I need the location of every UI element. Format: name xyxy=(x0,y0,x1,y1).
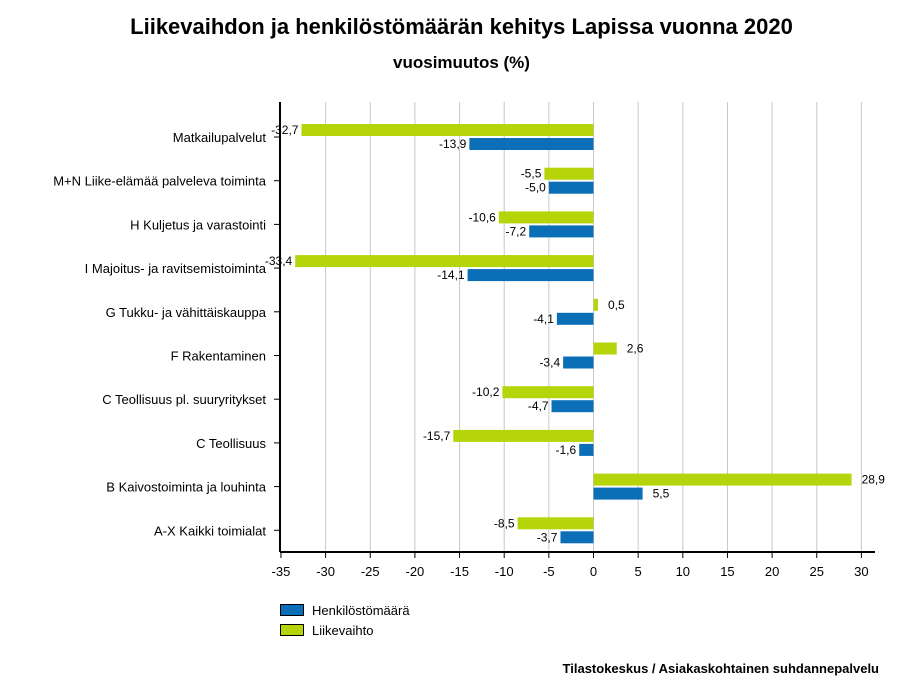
category-label: H Kuljetus ja varastointi xyxy=(130,217,266,232)
category-label: B Kaivostoiminta ja louhinta xyxy=(106,480,266,495)
data-label: -33,4 xyxy=(265,254,293,268)
x-tick-label: -35 xyxy=(272,564,291,579)
data-label: -5,0 xyxy=(525,181,546,195)
x-tick-label: 10 xyxy=(676,564,690,579)
bar-liikevaihto xyxy=(544,167,594,180)
bar-liikevaihto xyxy=(593,298,598,311)
x-tick-label: -10 xyxy=(495,564,514,579)
category-label: A-X Kaikki toimialat xyxy=(154,523,266,538)
x-tick-label: 15 xyxy=(720,564,734,579)
category-label: I Majoitus- ja ravitsemistoiminta xyxy=(85,261,267,276)
bar-henkilosto xyxy=(563,356,594,369)
bar-liikevaihto xyxy=(502,386,594,399)
data-label: -7,2 xyxy=(506,224,527,238)
bar-liikevaihto xyxy=(453,429,594,442)
x-tick-label: 30 xyxy=(854,564,868,579)
category-label: C Teollisuus pl. suuryritykset xyxy=(102,392,266,407)
x-tick-label: -20 xyxy=(406,564,425,579)
x-tick-label: 5 xyxy=(635,564,642,579)
legend-swatch-henkilosto xyxy=(280,604,304,616)
category-label: Matkailupalvelut xyxy=(173,130,267,145)
source-note: Tilastokeskus / Asiakaskohtainen suhdann… xyxy=(562,661,879,676)
legend-item-henkilosto: Henkilöstömäärä xyxy=(280,600,410,620)
bar-liikevaihto xyxy=(593,342,617,355)
bar-henkilosto xyxy=(529,225,594,238)
category-label: C Teollisuus xyxy=(196,436,266,451)
data-label: 5,5 xyxy=(653,487,670,501)
x-tick-label: -30 xyxy=(316,564,335,579)
data-label: -10,2 xyxy=(472,385,500,399)
legend-label-henkilosto: Henkilöstömäärä xyxy=(312,602,410,618)
legend: Henkilöstömäärä Liikevaihto xyxy=(280,600,410,640)
bar-henkilosto xyxy=(556,312,594,325)
x-tick-label: 0 xyxy=(590,564,597,579)
data-label: -4,7 xyxy=(528,399,549,413)
bar-liikevaihto xyxy=(295,255,594,268)
bar-henkilosto xyxy=(469,138,594,150)
category-label: G Tukku- ja vähittäiskauppa xyxy=(106,305,267,320)
bar-liikevaihto xyxy=(498,211,594,224)
data-label: -32,7 xyxy=(271,123,299,137)
data-label: 28,9 xyxy=(862,473,886,487)
x-tick-label: -15 xyxy=(450,564,469,579)
x-tick-label: -25 xyxy=(361,564,380,579)
x-tick-label: 25 xyxy=(810,564,824,579)
bar-liikevaihto xyxy=(593,473,852,486)
legend-item-liikevaihto: Liikevaihto xyxy=(280,620,410,640)
data-label: 0,5 xyxy=(608,298,625,312)
chart-subtitle: vuosimuutos (%) xyxy=(393,53,530,72)
data-label: -5,5 xyxy=(521,167,542,181)
category-label: F Rakentaminen xyxy=(171,349,266,364)
x-tick-label: 20 xyxy=(765,564,779,579)
data-label: -3,7 xyxy=(537,530,558,544)
data-label: -13,9 xyxy=(439,137,467,151)
bar-henkilosto xyxy=(579,443,594,456)
bar-henkilosto xyxy=(548,181,594,194)
data-label: 2,6 xyxy=(627,342,644,356)
data-label: -15,7 xyxy=(423,429,451,443)
legend-label-liikevaihto: Liikevaihto xyxy=(312,622,374,638)
bar-henkilosto xyxy=(467,269,594,282)
bar-henkilosto xyxy=(560,531,594,544)
chart-title: Liikevaihdon ja henkilöstömäärän kehitys… xyxy=(130,14,793,39)
data-label: -4,1 xyxy=(533,312,554,326)
bar-liikevaihto xyxy=(301,124,594,136)
data-label: -1,6 xyxy=(556,443,577,457)
bar-henkilosto xyxy=(593,487,643,500)
data-label: -14,1 xyxy=(437,268,465,282)
x-tick-label: -5 xyxy=(543,564,555,579)
data-label: -8,5 xyxy=(494,516,515,530)
bar-liikevaihto xyxy=(517,517,594,530)
category-label: M+N Liike-elämää palveleva toiminta xyxy=(53,174,267,189)
data-label: -3,4 xyxy=(539,356,560,370)
data-label: -10,6 xyxy=(468,210,496,224)
legend-swatch-liikevaihto xyxy=(280,624,304,636)
bar-henkilosto xyxy=(551,400,594,413)
